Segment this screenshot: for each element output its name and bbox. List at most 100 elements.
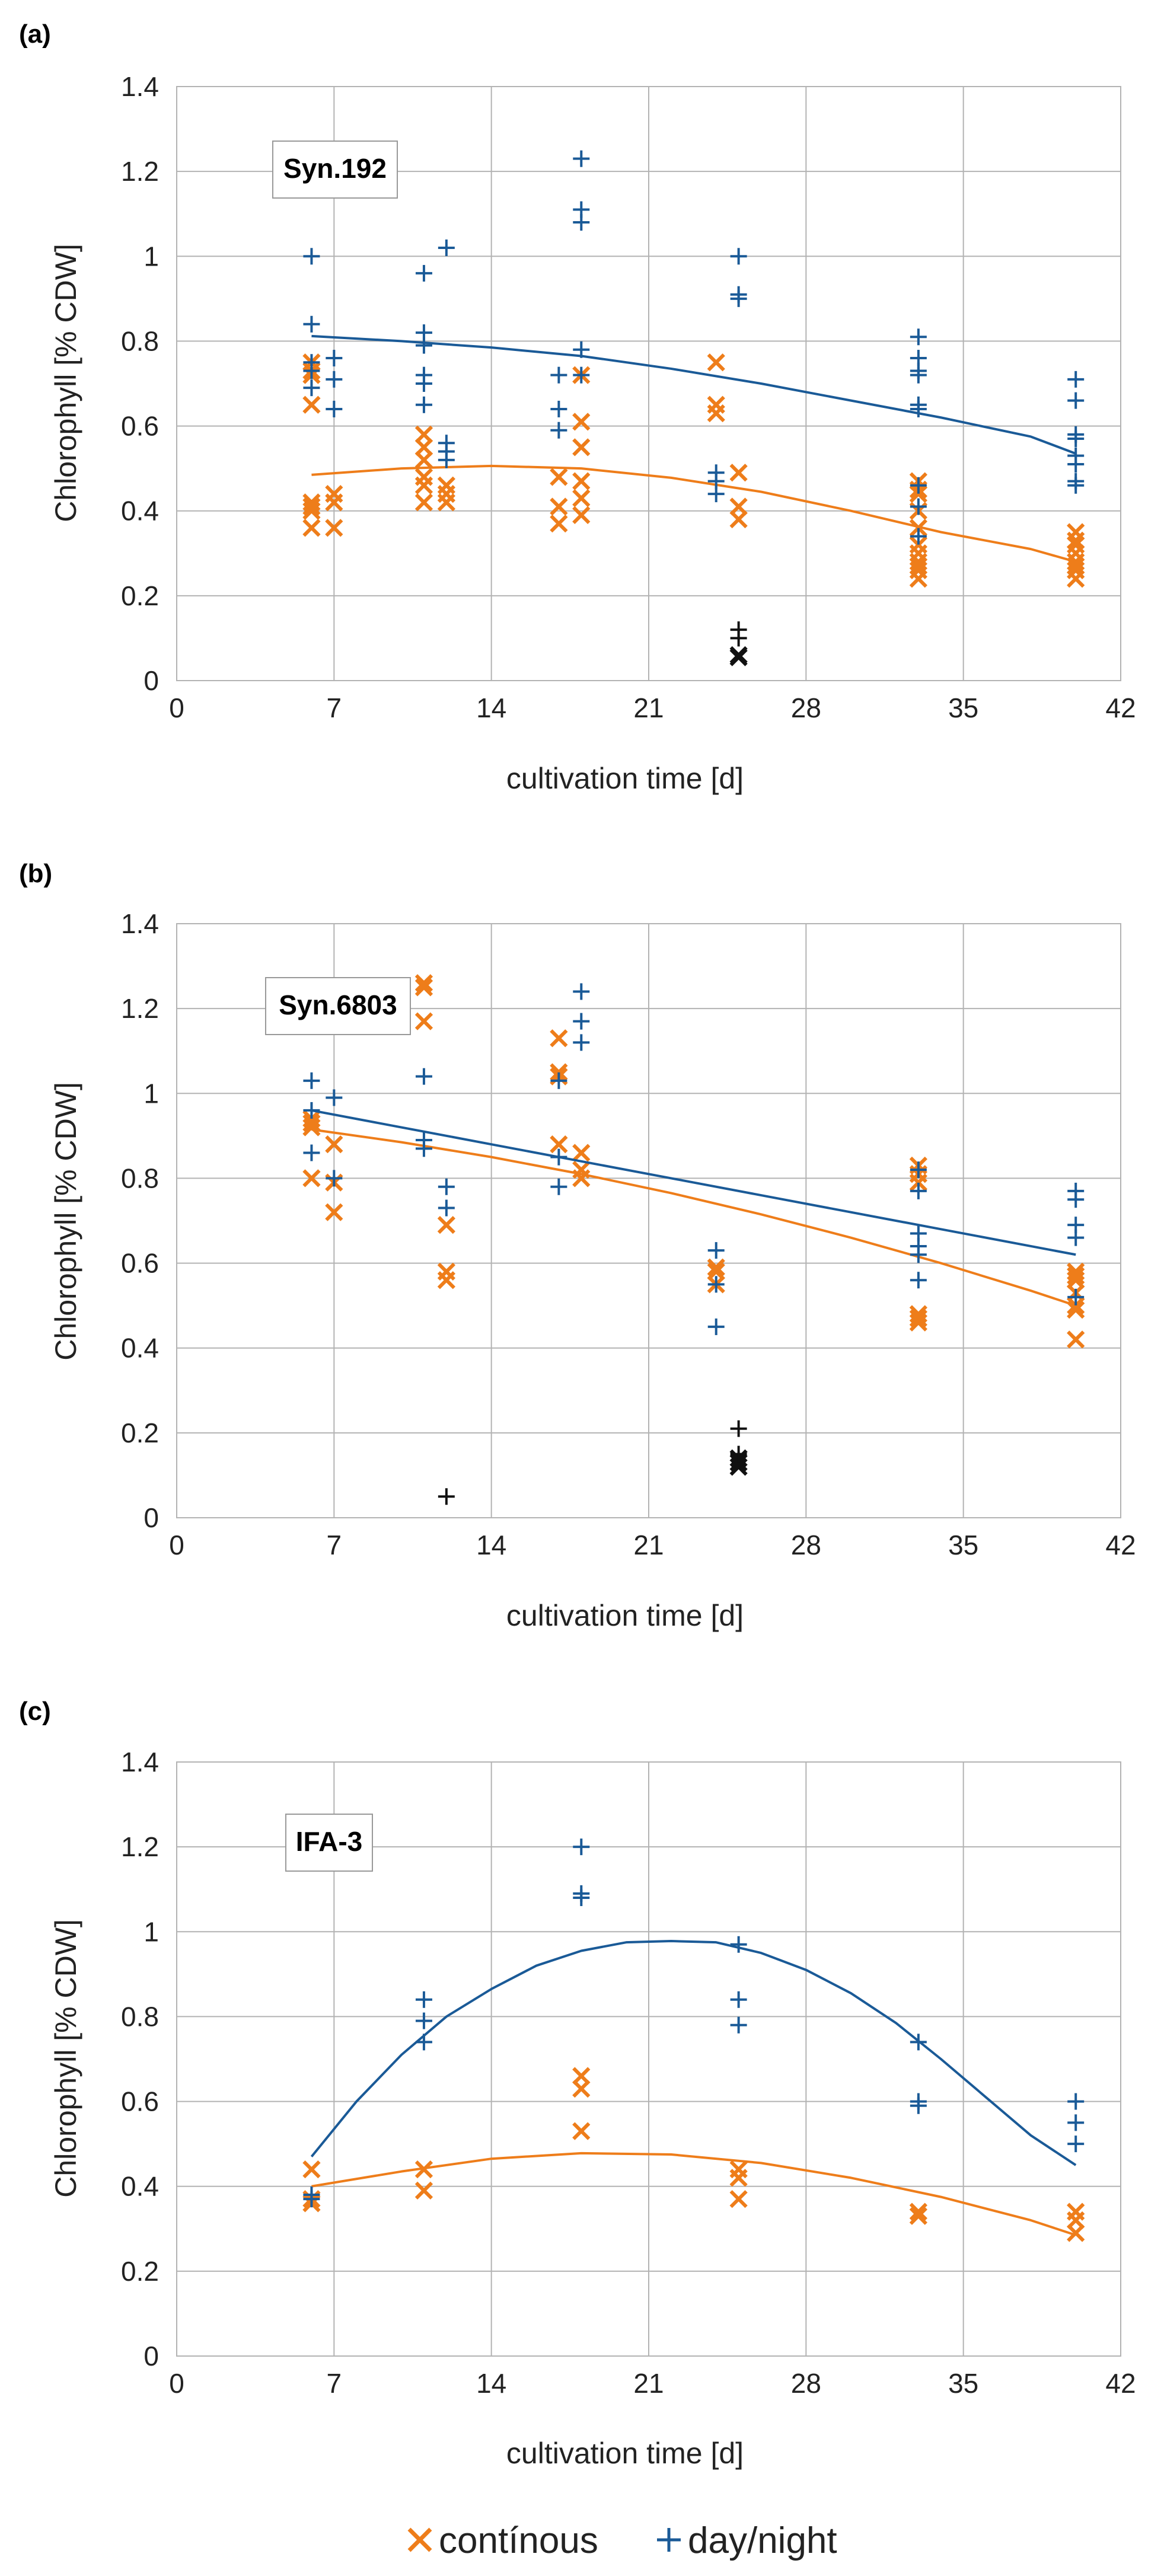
panel-a-y-tick-label: 1 — [143, 241, 159, 272]
panel-a-point-plus — [730, 248, 747, 265]
panel-c-y-tick-label: 0.8 — [121, 2001, 159, 2032]
panel-c-x-axis-title: cultivation time [d] — [506, 2437, 744, 2470]
panel-b-point-plus — [438, 1178, 455, 1195]
panel-a-point-plus — [415, 264, 432, 282]
panel-c-point-x — [909, 2202, 927, 2221]
legend-daynight-label: day/night — [688, 2520, 837, 2561]
panel-b-point-plus — [415, 1140, 432, 1157]
panel-a-point-x — [550, 515, 568, 533]
panel-a-point-plus — [550, 366, 567, 384]
panel-c-point-x — [302, 2160, 321, 2179]
panel-a-point-x — [572, 413, 591, 431]
panel-b-y-tick-label: 0.6 — [121, 1248, 159, 1279]
panel-b-y-tick-label: 0.4 — [121, 1333, 159, 1364]
panel-a-point-x — [909, 484, 927, 503]
panel-a-point-plus — [415, 337, 432, 354]
panel-a-strain-label: Syn.192 — [283, 153, 387, 184]
panel-c-label: (c) — [19, 1697, 51, 1726]
panel-b-y-tick-label: 1 — [143, 1078, 159, 1109]
panel-a: (a) cultivation time [d] Chlorophyll [% … — [19, 20, 1136, 795]
panel-a-point-plus — [326, 350, 343, 367]
panel-b-point-plus — [573, 1034, 590, 1051]
panel-a-point-plus — [730, 630, 747, 647]
panel-a-y-tick-label: 0.6 — [121, 411, 159, 442]
panel-b-point-x — [572, 1169, 591, 1188]
panel-b-x-tick-label: 7 — [327, 1530, 342, 1560]
panel-a-point-x — [1067, 570, 1085, 588]
panel-c-y-tick-label: 0.2 — [121, 2256, 159, 2287]
panel-b-point-x — [707, 1258, 725, 1276]
panel-a-point-plus — [303, 379, 320, 397]
panel-c-point-x — [414, 2160, 433, 2179]
panel-c-x-tick-label: 21 — [633, 2368, 664, 2399]
panel-a-point-x — [572, 438, 591, 457]
panel-b-y-tick-label: 1.2 — [121, 993, 159, 1024]
panel-a-point-plus — [550, 400, 567, 417]
panel-a-y-axis-title: Chlorophyll [% CDW] — [49, 244, 82, 522]
panel-b-point-plus — [707, 1276, 725, 1293]
panel-c-strain-box: IFA-3 — [285, 1814, 373, 1872]
panel-c-x-tick-label: 14 — [476, 2368, 506, 2399]
panel-b-point-plus — [415, 1068, 432, 1085]
panel-a-point-x — [909, 570, 927, 588]
panel-a-point-plus — [573, 150, 590, 167]
panel-c-point-x — [729, 2169, 748, 2187]
panel-b-point-plus — [910, 1161, 927, 1179]
panel-a-point-plus — [1067, 430, 1085, 448]
panel-b-series-outliers-plus — [438, 1420, 747, 1505]
panel-a-point-plus — [303, 315, 320, 333]
panel-b-x-tick-label: 21 — [633, 1530, 664, 1560]
panel-c-point-plus — [910, 2034, 927, 2051]
panel-c-grid — [176, 1761, 1121, 2357]
panel-b-point-plus — [730, 1420, 747, 1437]
panel-a-point-plus — [573, 341, 590, 358]
panel-a-point-x — [302, 519, 321, 537]
panel-a-point-plus — [573, 366, 590, 384]
panel-b-x-tick-label: 42 — [1105, 1530, 1136, 1560]
panel-b-point-plus — [910, 1182, 927, 1199]
panel-b-point-x — [437, 1216, 455, 1234]
panel-b-y-tick-label: 0.2 — [121, 1418, 159, 1448]
panel-b-point-plus — [1067, 1191, 1085, 1208]
panel-c-point-x — [572, 2079, 591, 2098]
panel-b-point-plus — [573, 983, 590, 1000]
panel-a-point-plus — [303, 248, 320, 265]
panel-b-point-plus — [550, 1148, 567, 1166]
panel-b-point-x — [437, 1271, 455, 1289]
panel-b-point-plus — [730, 1445, 747, 1463]
panel-c-point-plus — [573, 1838, 590, 1856]
panel-a-point-plus — [326, 371, 343, 388]
panel-a-y-tick-label: 0.4 — [121, 496, 159, 526]
panel-c-point-plus — [730, 2016, 747, 2034]
panel-b: (b) cultivation time [d] Chlorophyll [% … — [19, 859, 1136, 1632]
panel-b-point-x — [302, 1114, 321, 1132]
panel-a-point-plus — [573, 214, 590, 231]
panel-a-point-x — [302, 395, 321, 414]
panel-a-point-x — [572, 506, 591, 524]
panel-b-point-plus — [1067, 1288, 1085, 1305]
panel-a-series-outliers-plus — [730, 621, 747, 647]
panel-a-point-plus — [550, 422, 567, 439]
panel-a-series-outliers — [729, 646, 748, 666]
panel-a-point-x — [325, 519, 343, 537]
panel-b-point-x — [909, 1173, 927, 1192]
panel-a-point-plus — [415, 375, 432, 392]
panel-c-point-plus — [415, 2012, 432, 2029]
legend-continuous-marker — [407, 2527, 432, 2552]
panel-a-point-plus — [910, 400, 927, 417]
panel-a-point-plus — [910, 528, 927, 545]
panel-b-point-plus — [438, 1199, 455, 1217]
panel-b-point-x — [325, 1135, 343, 1154]
panel-b-point-x — [1067, 1266, 1085, 1285]
panel-b-point-x — [414, 1012, 433, 1030]
panel-a-point-x — [572, 472, 591, 490]
panel-c-series-continuous — [302, 2067, 1085, 2242]
panel-a-point-x — [707, 404, 725, 423]
panel-c-point-plus — [1067, 2136, 1085, 2153]
panel-b-point-plus — [326, 1170, 343, 1187]
panel-c-strain-label: IFA-3 — [296, 1826, 362, 1857]
panel-a-point-x — [550, 497, 568, 516]
panel-a-x-tick-label: 35 — [948, 692, 978, 723]
panel-c-y-tick-label: 0 — [143, 2341, 159, 2371]
